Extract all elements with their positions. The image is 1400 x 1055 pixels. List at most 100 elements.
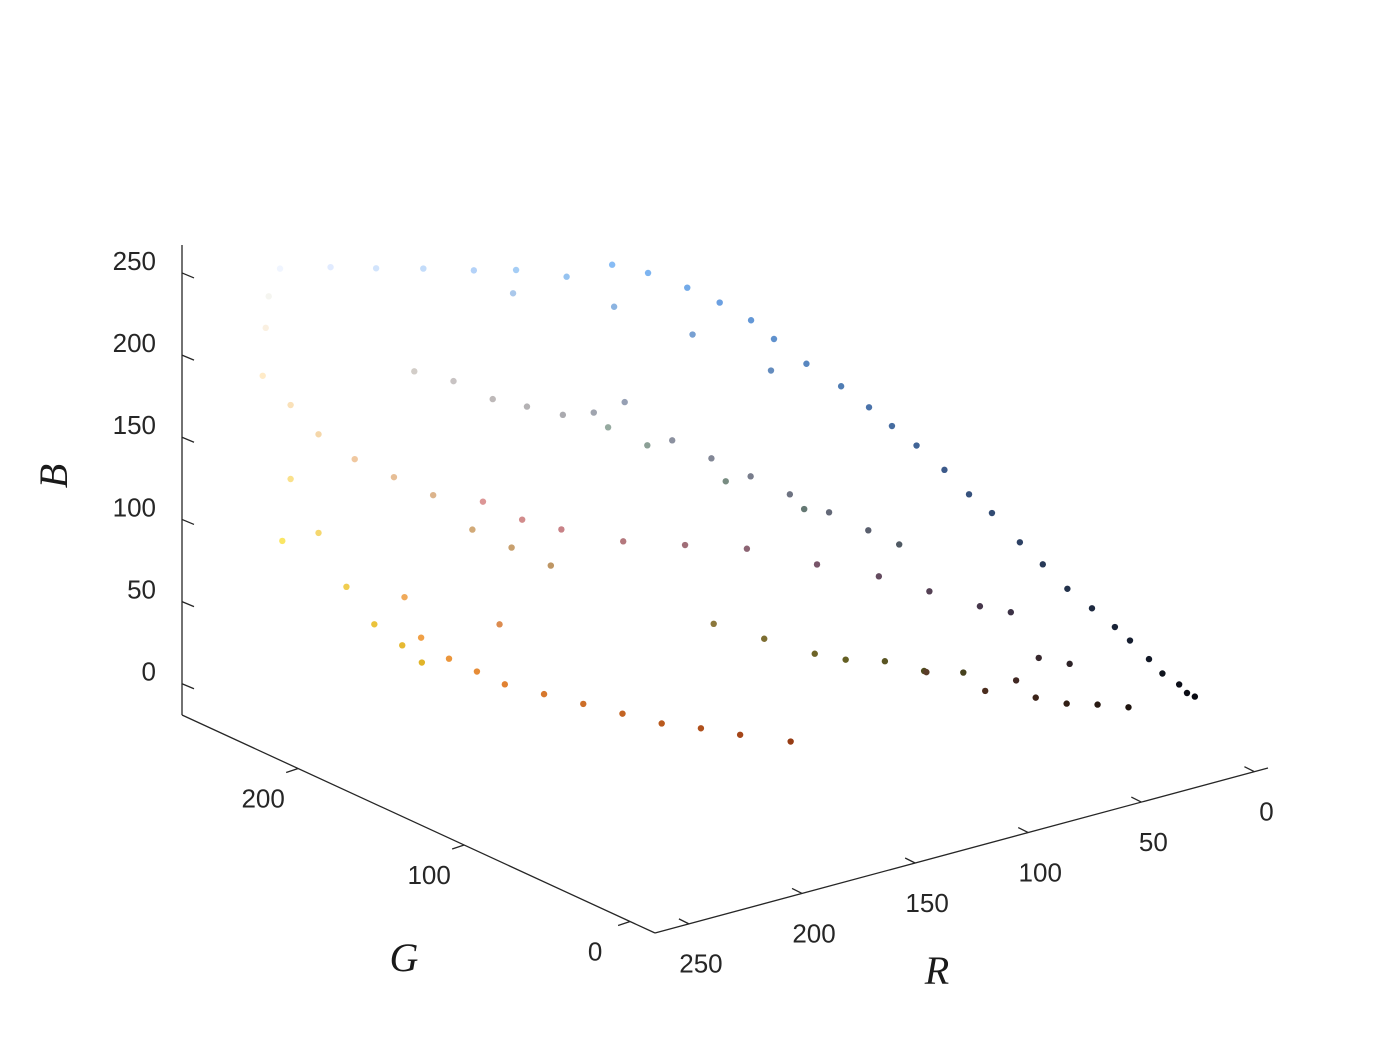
- point: [473, 668, 481, 675]
- point: [445, 655, 453, 662]
- point: [1032, 694, 1039, 701]
- point: [976, 603, 984, 610]
- point: [981, 687, 989, 695]
- point: [669, 437, 676, 444]
- point: [509, 290, 517, 297]
- point: [287, 401, 294, 409]
- point: [786, 491, 794, 498]
- point: [508, 544, 515, 551]
- point: [265, 293, 272, 300]
- x-axis: [654, 767, 1269, 934]
- point: [1111, 623, 1119, 631]
- point: [708, 455, 715, 462]
- point: [1094, 701, 1101, 708]
- point: [803, 360, 810, 367]
- point: [658, 720, 665, 727]
- point: [825, 509, 833, 516]
- point: [619, 710, 626, 717]
- point: [287, 475, 294, 483]
- point: [875, 573, 883, 580]
- point: [608, 261, 616, 268]
- point: [1064, 585, 1071, 592]
- point: [770, 335, 778, 343]
- point: [279, 537, 286, 545]
- point: [610, 303, 618, 310]
- point: [697, 725, 705, 732]
- y-tick-label: 200: [241, 783, 284, 813]
- point: [559, 411, 567, 419]
- point: [590, 409, 597, 416]
- point: [1063, 700, 1070, 707]
- point: [767, 367, 775, 374]
- point: [865, 404, 873, 411]
- point: [865, 527, 872, 534]
- point: [343, 583, 350, 591]
- point: [1039, 561, 1046, 568]
- point: [684, 284, 691, 291]
- z-tick: [181, 436, 195, 443]
- point: [558, 526, 565, 533]
- point: [563, 273, 570, 280]
- point: [540, 690, 548, 698]
- point: [604, 424, 612, 431]
- z-tick: [181, 354, 195, 361]
- y-axis: [181, 714, 656, 934]
- y-axis-title: G: [390, 935, 419, 980]
- y-tick: [451, 844, 465, 850]
- y-tick-label: 0: [588, 936, 602, 966]
- point: [1012, 677, 1020, 684]
- point: [842, 656, 849, 663]
- z-axis-title: B: [31, 464, 76, 488]
- point: [1088, 605, 1096, 612]
- point: [926, 588, 933, 595]
- point: [761, 635, 768, 642]
- z-tick-label: 0: [142, 657, 156, 687]
- point: [501, 681, 509, 688]
- point: [547, 562, 555, 569]
- point: [496, 621, 503, 628]
- point: [888, 422, 896, 430]
- x-tick-label: 50: [1139, 827, 1168, 857]
- point: [417, 634, 425, 641]
- point: [621, 398, 628, 406]
- y-tick-label: 100: [407, 860, 450, 890]
- z-tick: [181, 601, 195, 608]
- point: [736, 731, 744, 738]
- z-tick-label: 100: [113, 492, 156, 522]
- point: [479, 498, 487, 505]
- y-tick: [285, 767, 299, 774]
- point: [450, 377, 457, 385]
- point: [988, 509, 996, 517]
- point: [315, 431, 322, 438]
- point: [315, 529, 322, 537]
- point: [411, 368, 418, 375]
- z-tick-label: 150: [113, 410, 156, 440]
- point: [1126, 637, 1134, 644]
- point: [399, 642, 406, 649]
- point: [1016, 539, 1024, 546]
- x-tick-label: 200: [792, 918, 835, 948]
- x-tick-label: 250: [679, 949, 722, 979]
- point: [1066, 660, 1073, 668]
- point: [262, 324, 269, 332]
- point: [259, 372, 266, 379]
- z-tick: [181, 518, 195, 526]
- point: [420, 265, 427, 272]
- x-tick-label: 100: [1019, 857, 1062, 887]
- z-tick-label: 200: [113, 328, 156, 358]
- point: [276, 265, 284, 272]
- z-tick: [181, 272, 195, 279]
- point: [644, 269, 652, 277]
- point: [965, 491, 973, 498]
- point: [1159, 670, 1166, 677]
- point: [1125, 704, 1132, 711]
- point: [418, 659, 426, 666]
- point: [881, 658, 889, 665]
- y-tick: [617, 920, 631, 927]
- x-tick-label: 150: [905, 888, 948, 918]
- x-axis-title: R: [924, 948, 949, 993]
- point: [1145, 655, 1153, 663]
- point: [837, 383, 845, 390]
- point: [960, 669, 967, 676]
